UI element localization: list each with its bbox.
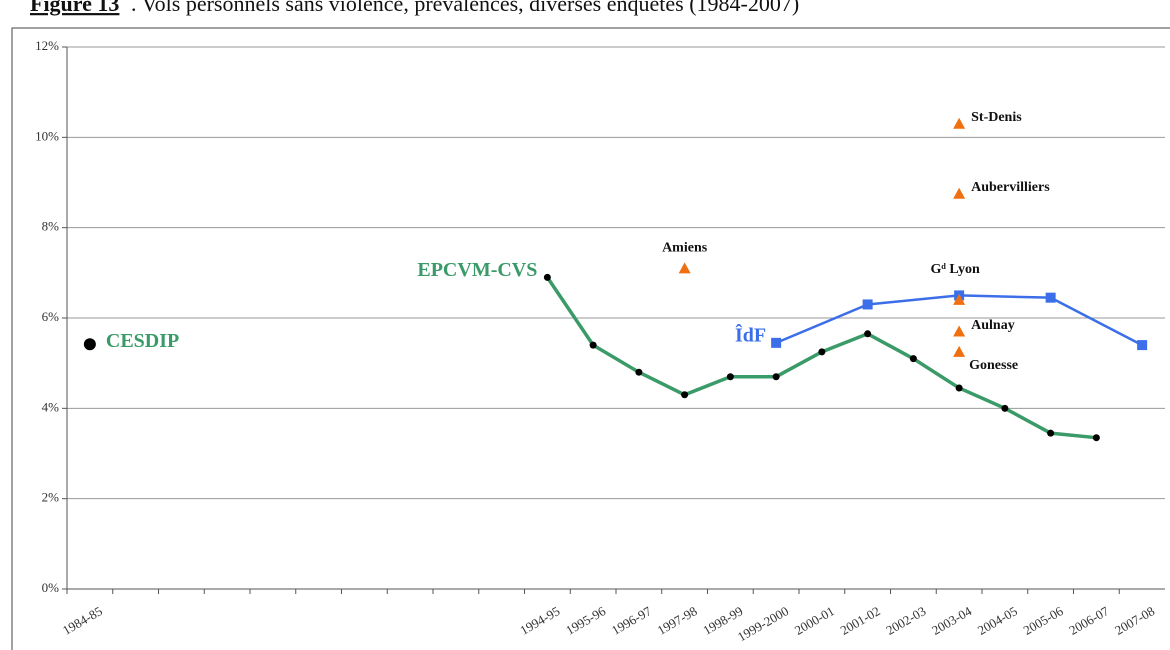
marker xyxy=(1001,404,1009,412)
series-label: ÎdF xyxy=(735,322,766,346)
marker xyxy=(818,348,826,356)
marker xyxy=(83,338,96,351)
x-tick-label: 2003-04 xyxy=(929,603,974,638)
y-tick-label: 2% xyxy=(42,490,60,505)
point-marker xyxy=(953,293,966,305)
point-label: Gᵈ Lyon xyxy=(930,262,980,277)
x-tick-label: 1995-96 xyxy=(563,603,608,638)
series-label: CESDIP xyxy=(106,330,179,352)
point-marker xyxy=(953,325,966,337)
point-label: Aubervilliers xyxy=(971,180,1050,195)
x-tick-label: 2002-03 xyxy=(883,603,928,638)
point-label: St-Denis xyxy=(971,110,1022,125)
marker xyxy=(771,337,782,348)
marker xyxy=(1137,340,1148,351)
x-tick-label: 2000-01 xyxy=(792,603,837,638)
x-tick-label: 2004-05 xyxy=(975,603,1020,638)
marker xyxy=(772,373,780,381)
x-tick-label: 2001-02 xyxy=(838,603,883,638)
marker xyxy=(635,368,643,376)
marker xyxy=(909,355,917,363)
x-tick-label: 1984-85 xyxy=(60,603,105,638)
x-tick-label: 2006-07 xyxy=(1066,603,1111,638)
marker xyxy=(726,373,734,381)
y-tick-label: 10% xyxy=(35,128,59,143)
point-marker xyxy=(678,262,691,274)
y-tick-label: 6% xyxy=(42,309,60,324)
x-tick-label: 2007-08 xyxy=(1112,603,1157,638)
x-tick-label: 1996-97 xyxy=(609,603,654,638)
marker xyxy=(1092,434,1100,442)
y-tick-label: 8% xyxy=(42,219,60,234)
marker xyxy=(955,384,963,392)
series-label: EPCVM-CVS xyxy=(417,259,537,281)
x-tick-label: 1997-98 xyxy=(655,603,700,638)
y-tick-label: 12% xyxy=(35,38,59,53)
marker xyxy=(589,341,597,349)
y-tick-label: 4% xyxy=(42,399,60,414)
x-tick-label: 1994-95 xyxy=(517,603,562,638)
chart-title: . Vols personnels sans violence, prévale… xyxy=(131,0,799,16)
point-label: Amiens xyxy=(662,241,708,256)
marker xyxy=(681,391,689,399)
x-tick-label: 1999-2000 xyxy=(735,603,791,644)
point-marker xyxy=(953,117,966,129)
point-label: Aulnay xyxy=(971,318,1015,333)
chart-frame xyxy=(11,27,1170,650)
marker xyxy=(543,273,551,281)
point-marker xyxy=(953,187,966,199)
point-label: Gonesse xyxy=(969,358,1018,373)
marker xyxy=(862,299,873,310)
marker xyxy=(1045,292,1056,303)
y-tick-label: 0% xyxy=(42,580,60,595)
x-tick-label: 2005-06 xyxy=(1021,603,1066,638)
marker xyxy=(864,330,872,338)
marker xyxy=(1047,429,1055,437)
figure-label: Figure 13 xyxy=(30,0,119,16)
point-marker xyxy=(953,345,966,357)
